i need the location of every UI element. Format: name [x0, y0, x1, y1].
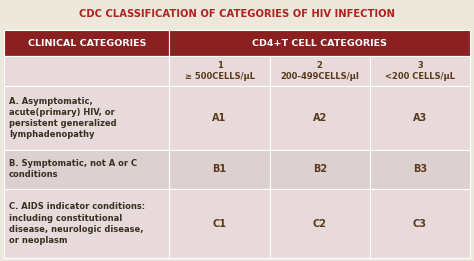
Text: B3: B3 — [413, 164, 427, 174]
Text: CD4+T CELL CATEGORIES: CD4+T CELL CATEGORIES — [252, 39, 387, 48]
Text: A. Asymptomatic,
acute(primary) HIV, or
persistent generalized
lymphadenopathy: A. Asymptomatic, acute(primary) HIV, or … — [9, 97, 117, 139]
Text: B1: B1 — [212, 164, 227, 174]
Text: A1: A1 — [212, 113, 227, 123]
Text: CDC CLASSIFICATION OF CATEGORIES OF HIV INFECTION: CDC CLASSIFICATION OF CATEGORIES OF HIV … — [79, 9, 395, 19]
Bar — [270, 86, 370, 150]
Bar — [4, 86, 169, 150]
Text: A2: A2 — [312, 113, 327, 123]
Text: C2: C2 — [313, 219, 327, 229]
Text: B. Symptomatic, not A or C
conditions: B. Symptomatic, not A or C conditions — [9, 159, 137, 180]
Bar — [370, 56, 470, 86]
Bar — [169, 56, 270, 86]
Text: 3
<200 CELLS/µL: 3 <200 CELLS/µL — [385, 61, 455, 81]
Bar — [4, 189, 169, 258]
Text: CLINICAL CATEGORIES: CLINICAL CATEGORIES — [27, 39, 146, 48]
Text: C1: C1 — [212, 219, 227, 229]
Bar — [169, 30, 470, 56]
Text: C3: C3 — [413, 219, 427, 229]
Bar — [370, 150, 470, 189]
Bar — [370, 86, 470, 150]
Bar — [169, 86, 270, 150]
Bar — [169, 189, 270, 258]
Bar — [270, 189, 370, 258]
Bar — [370, 189, 470, 258]
Bar — [4, 56, 169, 86]
Text: B2: B2 — [313, 164, 327, 174]
Text: A3: A3 — [413, 113, 427, 123]
Bar — [4, 150, 169, 189]
Text: 2
200-499CELLS/µl: 2 200-499CELLS/µl — [280, 61, 359, 81]
Bar — [4, 30, 169, 56]
Bar — [270, 56, 370, 86]
Bar — [270, 150, 370, 189]
Text: C. AIDS indicator conditions:
including constitutional
disease, neurologic disea: C. AIDS indicator conditions: including … — [9, 203, 145, 245]
Text: 1
≥ 500CELLS/µL: 1 ≥ 500CELLS/µL — [184, 61, 255, 81]
Bar — [169, 150, 270, 189]
